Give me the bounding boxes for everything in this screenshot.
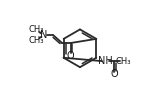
Text: CH₃: CH₃ bbox=[28, 25, 44, 34]
Text: N: N bbox=[40, 30, 48, 40]
Text: CH₃: CH₃ bbox=[116, 57, 131, 66]
Text: CH₃: CH₃ bbox=[28, 36, 44, 45]
Text: O: O bbox=[67, 51, 75, 61]
Text: NH: NH bbox=[98, 56, 112, 66]
Text: O: O bbox=[110, 69, 118, 79]
